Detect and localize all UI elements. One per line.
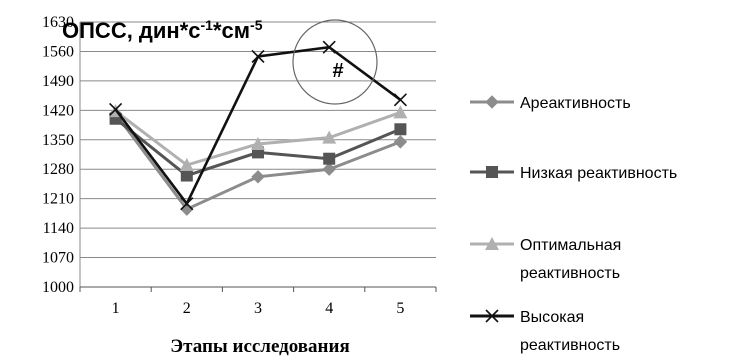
legend-item: Ареактивность: [470, 95, 631, 112]
data-point-triangle: [251, 136, 265, 150]
y-tick-label: 1490: [42, 73, 74, 90]
data-point-square: [180, 169, 193, 182]
y-tick-label: 1560: [42, 43, 74, 60]
data-point-diamond: [393, 135, 408, 149]
legend-label: реактивность: [520, 337, 620, 354]
y-tick-label: 1070: [42, 250, 74, 267]
series-4: [109, 40, 407, 211]
x-tick-label: 3: [254, 300, 262, 317]
data-point-diamond: [485, 95, 499, 109]
y-tick-label: 1420: [42, 102, 74, 119]
legend-item: Низкая реактивность: [470, 165, 677, 182]
legend-item: Высокая реактивность: [470, 309, 620, 354]
legend: Ареактивность Низкая реактивность Оптималь…: [470, 95, 677, 354]
data-point-x: [485, 309, 499, 323]
x-tick-label: 5: [396, 300, 404, 317]
data-point-x: [393, 93, 407, 107]
annotation: #: [292, 19, 378, 105]
y-tick-label: 1350: [42, 132, 74, 149]
legend-label: Оптимальная: [520, 237, 621, 254]
x-axis-label: Этапы исследования: [170, 336, 349, 357]
x-tick-label: 4: [325, 300, 333, 317]
y-tick-label: 1140: [43, 220, 74, 237]
legend-label: Ареактивность: [520, 95, 631, 112]
legend-label: реактивность: [520, 265, 620, 282]
x-tick-label: 1: [112, 300, 120, 317]
legend-label: Низкая реактивность: [520, 165, 677, 182]
data-point-diamond: [251, 170, 265, 184]
data-point-diamond: [322, 162, 336, 176]
annotation-mark: #: [332, 60, 343, 82]
data-point-x: [180, 197, 194, 211]
y-tick-label: 1210: [42, 191, 74, 208]
y-tick-label: 1280: [42, 161, 74, 178]
data-point-triangle: [322, 130, 337, 144]
data-point-x: [251, 49, 265, 64]
x-axis-ticks: 1 2 3 4 5: [79, 287, 437, 317]
legend-label: Высокая: [520, 309, 584, 326]
chart-title: ОПСС, дин*с-1*см-5: [62, 17, 263, 43]
data-point-square: [394, 123, 407, 136]
y-tick-label: 1630: [42, 14, 74, 31]
data-point-triangle: [485, 237, 499, 250]
data-point-x: [109, 102, 123, 117]
data-point-triangle: [179, 158, 194, 172]
x-tick-label: 2: [183, 300, 191, 317]
y-axis-ticks: 1000 1070 1140 1210 1280 1350 1420 1490 1560 1630: [42, 14, 74, 296]
series-lines: [108, 40, 408, 216]
data-point-square: [486, 166, 498, 178]
data-point-square: [323, 152, 336, 165]
legend-item: Оптимальная реактивность: [470, 237, 621, 282]
y-tick-label: 1000: [42, 279, 74, 296]
annotation-circle: [292, 19, 378, 105]
data-point-x: [322, 40, 336, 54]
data-point-triangle: [393, 105, 408, 119]
